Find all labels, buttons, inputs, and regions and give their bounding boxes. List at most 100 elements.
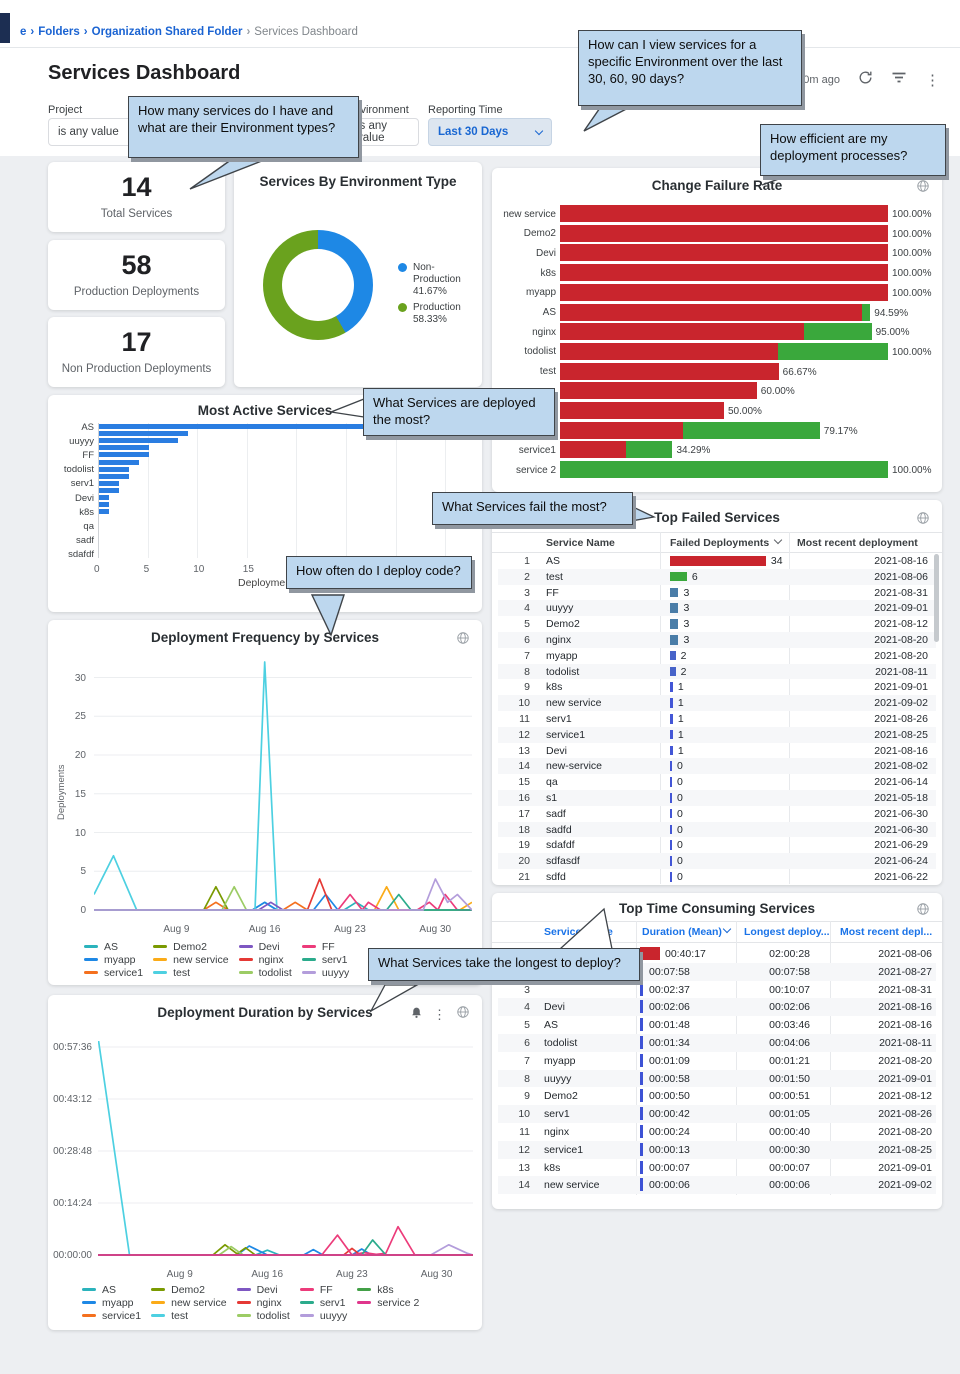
failure-rate-bar[interactable] — [560, 382, 888, 400]
table-row[interactable]: 5 AS 00:01:48 00:03:46 2021-08-16 — [498, 1016, 936, 1034]
failure-rate-bar[interactable] — [560, 205, 888, 222]
failure-rate-bar[interactable] — [560, 342, 888, 360]
table-row[interactable]: 10 serv1 00:00:42 00:01:05 2021-08-26 — [498, 1105, 936, 1123]
failure-rate-bar[interactable] — [560, 461, 888, 479]
table-row[interactable]: 20 sdfasdf 0 2021-06-24 — [498, 853, 936, 869]
deployments-bar[interactable] — [99, 431, 189, 437]
legend-item[interactable]: new service — [153, 953, 229, 966]
environment-filter[interactable]: is any value — [347, 118, 419, 146]
table-row[interactable]: 14 new service 00:00:06 00:00:06 2021-09-02 — [498, 1176, 936, 1195]
deployments-bar[interactable] — [99, 502, 109, 508]
legend-item[interactable]: uuyyy — [301, 966, 349, 979]
filter-list-icon[interactable] — [891, 71, 907, 89]
table-row[interactable]: 19 sdafdf 0 2021-06-29 — [498, 837, 936, 853]
breadcrumb-item[interactable]: Organization Shared Folder — [91, 26, 243, 38]
table-row[interactable]: 7 myapp 2 2021-08-20 — [498, 648, 936, 664]
failure-rate-bar[interactable] — [560, 323, 888, 341]
failure-rate-bar[interactable] — [560, 224, 888, 242]
table-row[interactable]: 17 sadf 0 2021-06-30 — [498, 806, 936, 822]
column-header-longest-deploy[interactable]: Longest deploy... — [744, 926, 830, 938]
more-menu-icon[interactable]: ⋮ — [925, 71, 940, 89]
legend-item[interactable]: Devi — [238, 940, 292, 953]
deployments-bar[interactable] — [99, 459, 139, 465]
deployments-bar[interactable] — [99, 466, 129, 472]
deployments-bar[interactable] — [99, 445, 149, 451]
deployments-bar[interactable] — [99, 487, 119, 493]
legend-item[interactable]: Demo2 — [151, 1283, 226, 1296]
breadcrumb-item[interactable]: Folders — [38, 26, 80, 38]
failure-rate-bar[interactable] — [560, 441, 888, 459]
legend-item[interactable]: todolist — [236, 1309, 290, 1322]
table-row[interactable]: 1 AS 34 2021-08-16 — [498, 553, 936, 569]
legend-item[interactable]: myapp — [82, 1296, 141, 1309]
table-row[interactable]: 12 service1 1 2021-08-25 — [498, 726, 936, 743]
table-row[interactable]: 7 myapp 00:01:09 00:01:21 2021-08-20 — [498, 1052, 936, 1070]
failure-rate-bar[interactable] — [560, 303, 888, 321]
more-menu-icon[interactable]: ⋮ — [433, 1007, 446, 1022]
table-row[interactable]: 14 new-service 0 2021-08-02 — [498, 758, 936, 775]
table-row[interactable]: 6 nginx 3 2021-08-20 — [498, 632, 936, 648]
refresh-icon[interactable] — [858, 70, 873, 90]
legend-item[interactable]: AS — [82, 1283, 141, 1296]
table-row[interactable]: 8 todolist 2 2021-08-11 — [498, 663, 936, 680]
table-row[interactable]: 6 todolist 00:01:34 00:04:06 2021-08-11 — [498, 1034, 936, 1052]
legend-item[interactable]: service 2 — [357, 1296, 419, 1309]
breadcrumb-item[interactable]: e — [20, 26, 27, 38]
deployments-bar[interactable] — [99, 509, 109, 515]
legend-item[interactable]: nginx — [236, 1296, 290, 1309]
deployments-bar[interactable] — [99, 480, 119, 486]
failure-rate-bar[interactable] — [560, 421, 888, 439]
table-row[interactable]: 5 Demo2 3 2021-08-12 — [498, 616, 936, 632]
table-row[interactable]: 10 new service 1 2021-09-02 — [498, 695, 936, 711]
column-header-most-recent[interactable]: Most recent depl... — [840, 926, 933, 938]
table-row[interactable]: 4 Devi 00:02:06 00:02:06 2021-08-16 — [498, 998, 936, 1017]
sort-chevron-icon[interactable] — [773, 535, 783, 545]
table-row[interactable]: 13 k8s 00:00:07 00:00:07 2021-09-01 — [498, 1159, 936, 1177]
table-row[interactable]: 4 uuyyy 3 2021-09-01 — [498, 600, 936, 617]
table-row[interactable]: 21 sdfd 0 2021-06-22 — [498, 869, 936, 885]
legend-item[interactable]: test — [153, 966, 228, 979]
legend-item[interactable]: new service — [151, 1296, 227, 1309]
legend-item[interactable]: service1 — [82, 1309, 141, 1322]
legend-item[interactable]: k8s — [357, 1283, 419, 1296]
table-row[interactable]: 8 uuyyy 00:00:58 00:01:50 2021-09-01 — [498, 1069, 936, 1088]
legend-item[interactable]: Devi — [236, 1283, 290, 1296]
column-header-duration-mean[interactable]: Duration (Mean) — [642, 926, 722, 938]
deployments-bar[interactable] — [99, 452, 149, 458]
legend-item[interactable]: Production 58.33% — [398, 302, 472, 326]
failure-rate-bar[interactable] — [560, 283, 888, 301]
table-row[interactable]: 13 Devi 1 2021-08-16 — [498, 743, 936, 759]
legend-item[interactable]: FF — [301, 940, 349, 953]
table-row[interactable]: 12 service1 00:00:13 00:00:30 2021-08-25 — [498, 1140, 936, 1159]
sort-chevron-icon[interactable] — [722, 924, 732, 934]
legend-item[interactable]: Demo2 — [153, 940, 228, 953]
table-row[interactable]: 15 qa 0 2021-06-14 — [498, 774, 936, 790]
environment-donut-chart[interactable] — [263, 230, 373, 340]
table-row[interactable]: 9 k8s 1 2021-09-01 — [498, 679, 936, 695]
table-row[interactable]: 16 s1 0 2021-05-18 — [498, 790, 936, 806]
legend-item[interactable]: AS — [84, 940, 143, 953]
legend-item[interactable]: test — [151, 1309, 226, 1322]
table-row[interactable]: 11 nginx 00:00:24 00:00:40 2021-08-20 — [498, 1123, 936, 1141]
legend-item[interactable]: FF — [299, 1283, 347, 1296]
column-header-most-recent-deployment[interactable]: Most recent deployment — [797, 537, 918, 549]
reporting-time-filter[interactable]: Last 30 Days — [428, 118, 552, 146]
bell-icon[interactable] — [410, 1006, 423, 1024]
deployments-bar[interactable] — [99, 438, 179, 444]
deployments-bar[interactable] — [99, 495, 109, 501]
failure-rate-bar[interactable] — [560, 362, 888, 380]
column-header-service-name[interactable]: Service Name — [546, 537, 615, 549]
table-row[interactable]: 3 00:02:37 00:10:07 2021-08-31 — [498, 981, 936, 999]
failure-rate-bar[interactable] — [560, 244, 888, 262]
legend-item[interactable]: serv1 — [299, 1296, 347, 1309]
table-row[interactable]: 9 Demo2 00:00:50 00:00:51 2021-08-12 — [498, 1087, 936, 1105]
table-row[interactable]: 11 serv1 1 2021-08-26 — [498, 711, 936, 727]
legend-item[interactable]: serv1 — [301, 953, 349, 966]
table-row[interactable]: 3 FF 3 2021-08-31 — [498, 585, 936, 601]
legend-item[interactable]: nginx — [238, 953, 292, 966]
legend-item[interactable]: myapp — [84, 953, 143, 966]
table-row[interactable]: 2 test 6 2021-08-06 — [498, 568, 936, 585]
failure-rate-bar[interactable] — [560, 264, 888, 282]
failure-rate-bar[interactable] — [560, 402, 888, 419]
